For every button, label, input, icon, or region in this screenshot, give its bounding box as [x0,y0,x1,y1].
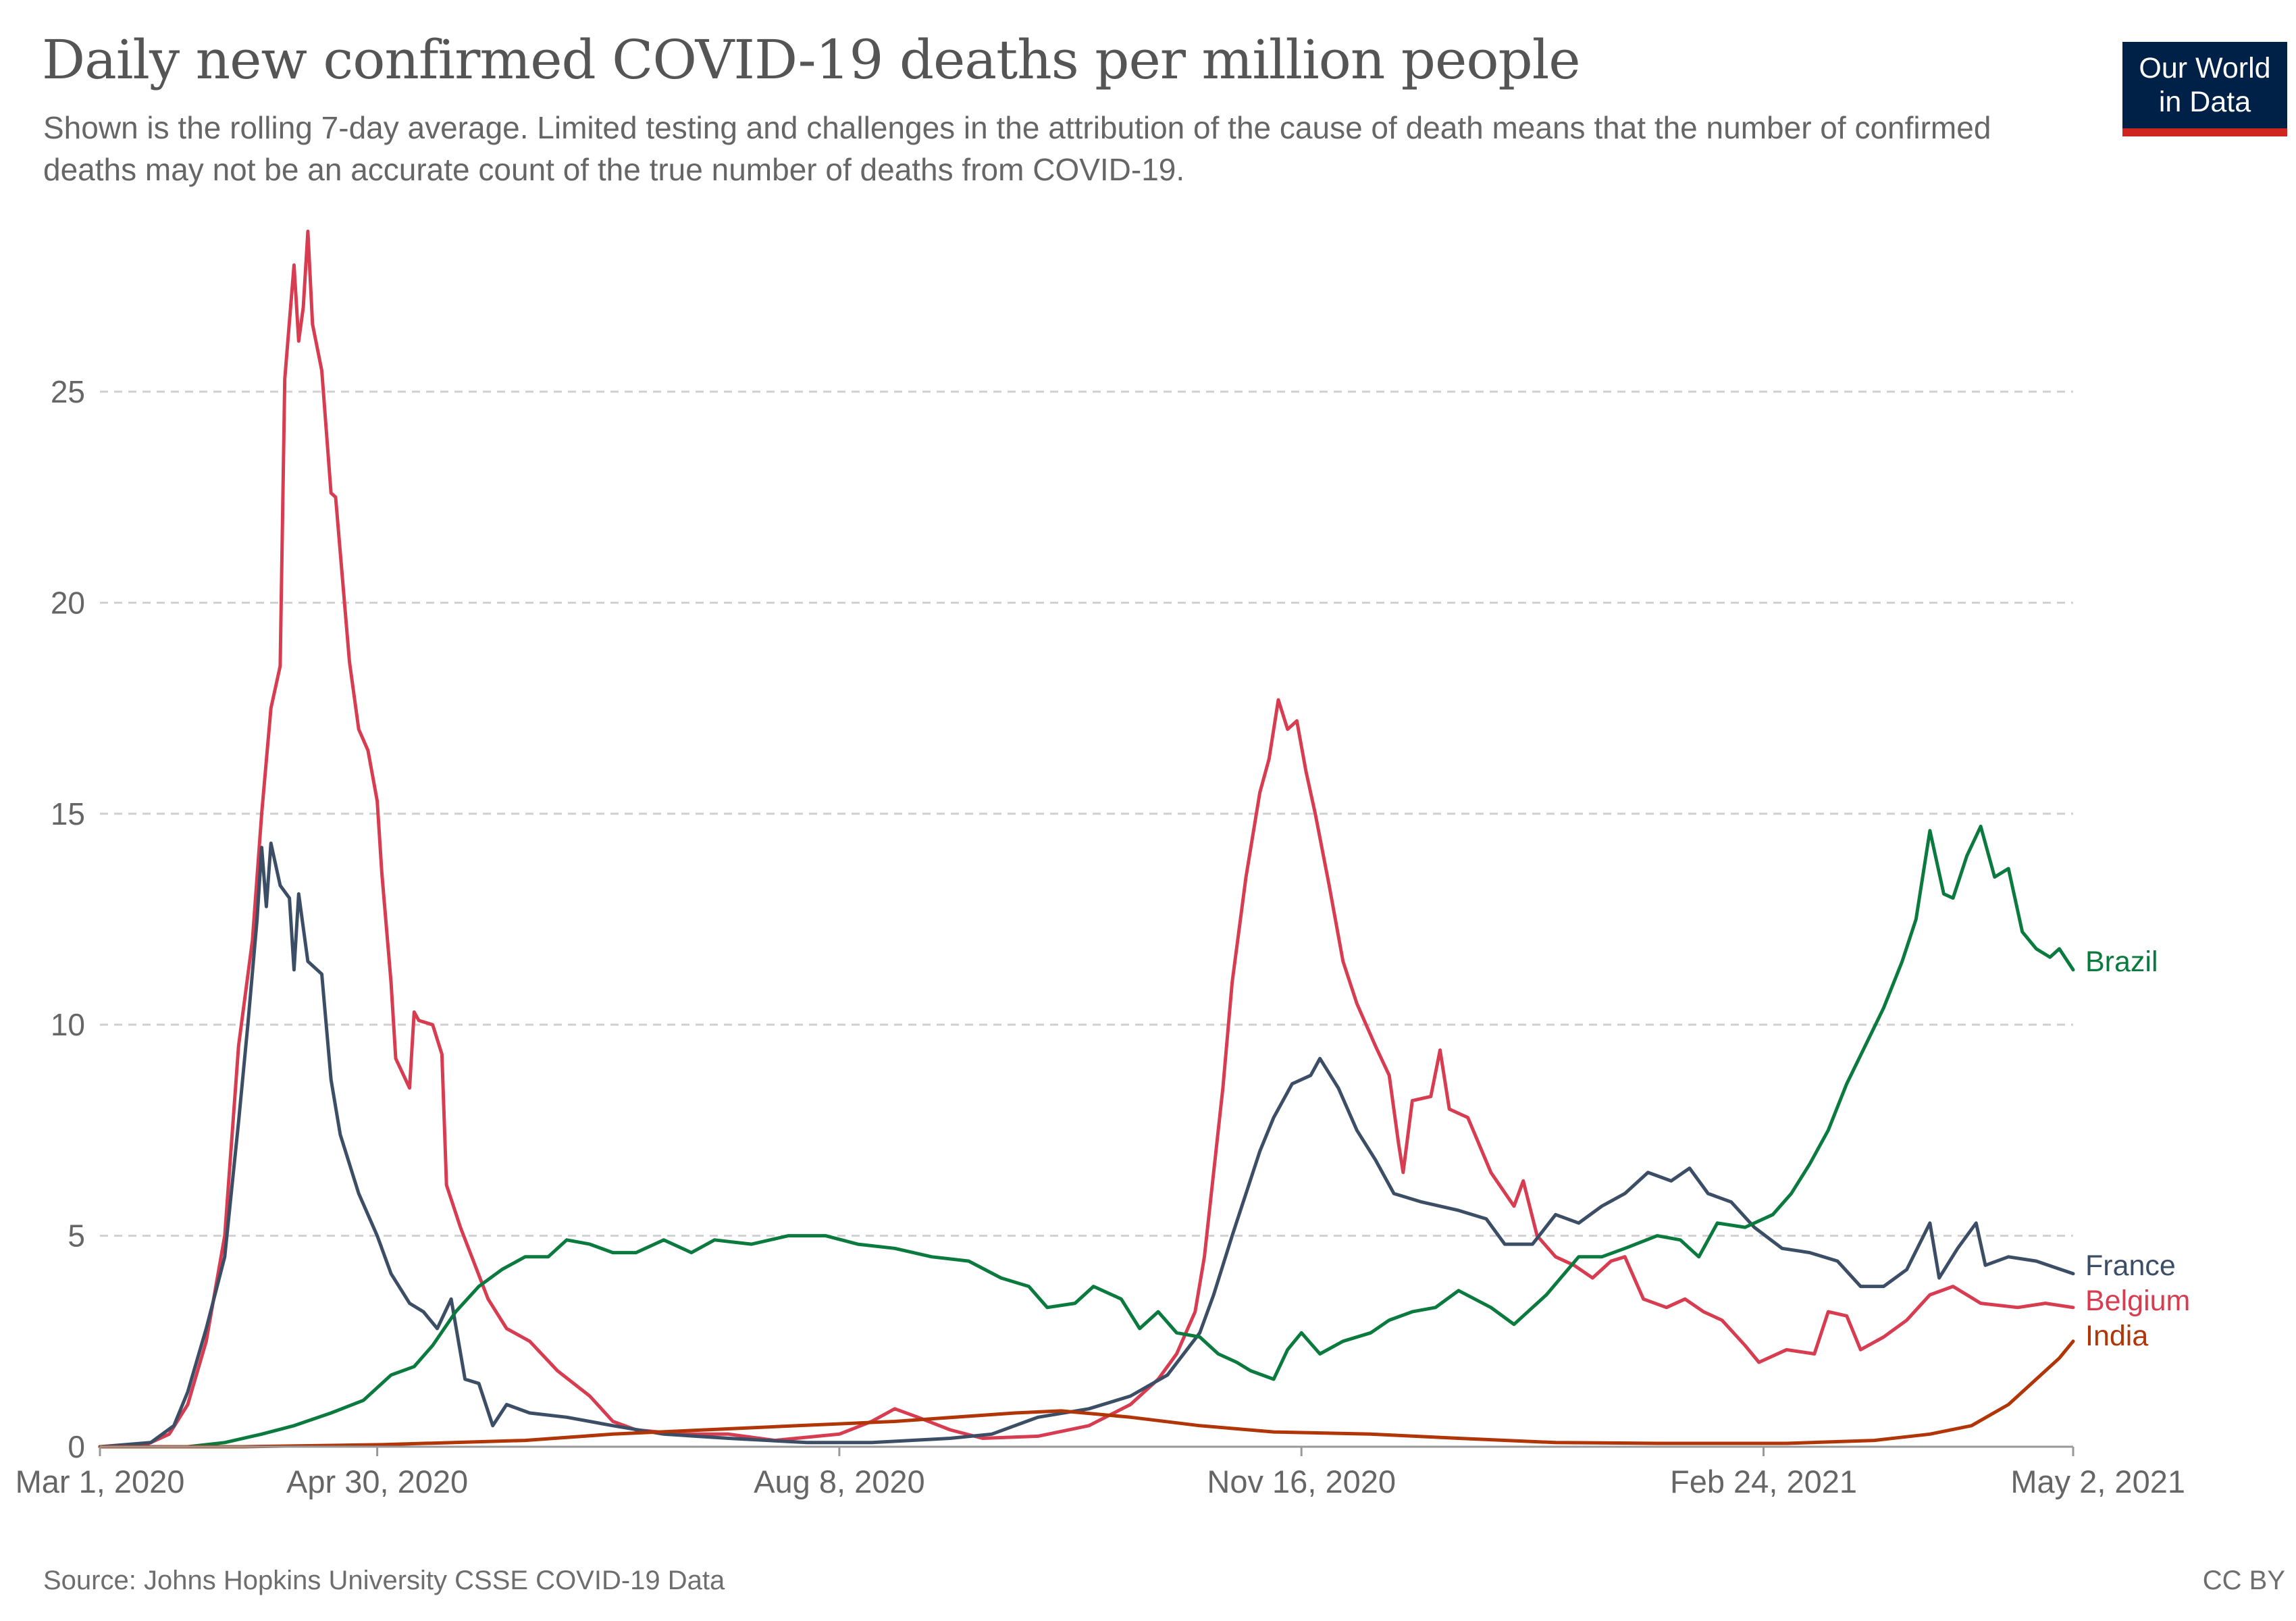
x-tick-label: Apr 30, 2020 [286,1464,468,1499]
series-lines [98,230,2075,1449]
chart-subtitle: Shown is the rolling 7-day average. Limi… [43,110,1991,187]
x-tick-label: Feb 24, 2021 [1670,1464,1857,1499]
y-tick-label: 5 [68,1218,85,1254]
series-line-france[interactable] [98,842,2075,1449]
y-tick-label: 20 [51,585,85,620]
series-label-france[interactable]: France [2085,1250,2176,1282]
series-line-india[interactable] [98,1339,2075,1449]
x-tick-label: Nov 16, 2020 [1207,1464,1396,1499]
series-label-belgium[interactable]: Belgium [2085,1285,2190,1317]
chart-title: Daily new confirmed COVID-19 deaths per … [42,28,1581,91]
y-tick-label: 10 [51,1007,85,1042]
source-note[interactable]: Source: Johns Hopkins University CSSE CO… [43,1566,725,1595]
license-link[interactable]: CC BY [2202,1566,2285,1595]
gridlines: 0 5 10 15 20 25 [51,374,2073,1464]
series-line-brazil[interactable] [98,825,2075,1449]
series-label-brazil[interactable]: Brazil [2085,946,2158,978]
series-line-belgium[interactable] [98,230,2075,1449]
y-tick-label: 25 [51,374,85,409]
logo-line-2: in Data [2158,86,2251,118]
x-tick-label: May 2, 2021 [2010,1464,2185,1499]
x-axis: Mar 1, 2020 Apr 30, 2020 Aug 8, 2020 Nov 16… [16,1445,2185,1499]
y-tick-label: 0 [68,1429,85,1464]
owid-logo[interactable]: Our World in Data [2122,42,2287,136]
x-tick-label: Aug 8, 2020 [754,1464,925,1499]
series-label-india[interactable]: India [2085,1320,2148,1352]
x-tick-label: Mar 1, 2020 [16,1464,185,1499]
y-tick-label: 15 [51,796,85,831]
logo-line-1: Our World [2139,52,2271,84]
